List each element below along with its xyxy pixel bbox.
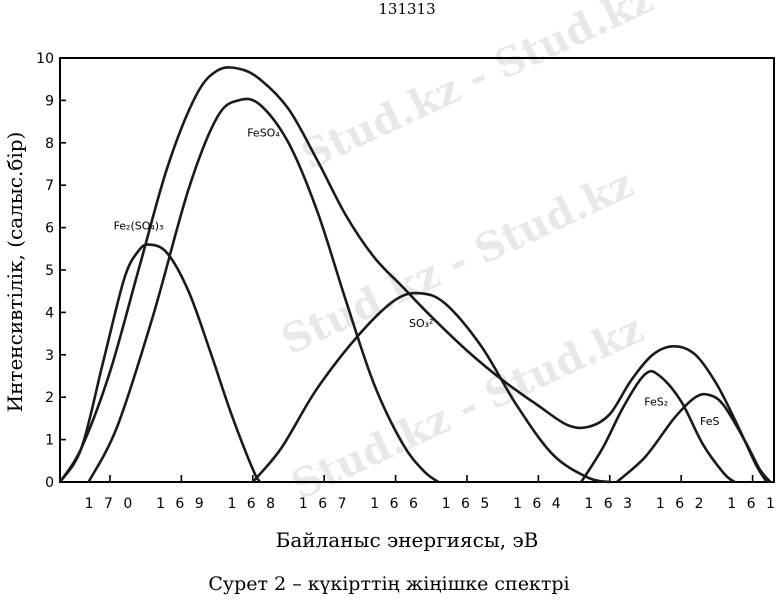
- x-tick-label: 1 6 2: [656, 496, 707, 512]
- x-tick-label: 1 6 7: [299, 496, 350, 512]
- peak-label-fe2so43: Fe₂(SO₄)₃: [114, 220, 164, 233]
- peak-label-fes: FeS: [700, 415, 719, 428]
- y-tick-label: 2: [45, 390, 54, 406]
- peak-label-feso4: FeSO₄: [247, 126, 280, 139]
- y-tick-label: 5: [45, 263, 54, 279]
- y-tick-label: 9: [45, 93, 54, 109]
- y-axis-title: Интенсивтілік, (салыс.бір): [3, 132, 27, 413]
- x-tick-label: 1 6 4: [513, 496, 564, 512]
- figure-caption: Сурет 2 – күкірттің жіңішке спектрі: [208, 573, 569, 595]
- curve-feso4: [87, 97, 440, 484]
- curve-so3: [251, 291, 611, 484]
- curve-envelope: [58, 66, 768, 483]
- curve-fes: [616, 392, 772, 483]
- y-tick-label: 0: [45, 475, 54, 491]
- x-tick-label: 1 6 8: [227, 496, 278, 512]
- peak-label-fes2: FeS₂: [644, 396, 668, 409]
- curve-fe2so43: [58, 243, 262, 483]
- x-tick-label: 1 7 0: [85, 496, 136, 512]
- x-tick-label: 1 6 5: [442, 496, 493, 512]
- y-tick-label: 10: [36, 51, 54, 67]
- x-axis-title: Байланыс энергиясы, эВ: [276, 528, 539, 552]
- y-tick-label: 1: [45, 433, 54, 449]
- y-tick-label: 4: [45, 305, 54, 321]
- x-tick-label: 1 6 1: [727, 496, 778, 512]
- header-text: 131313: [378, 0, 435, 18]
- curve-fes2: [580, 369, 736, 484]
- x-tick-label: 1 6 3: [584, 496, 635, 512]
- peak-label-so3: SO₃²⁻: [409, 317, 439, 330]
- y-tick-label: 6: [45, 221, 54, 237]
- plot-area: 0 1 2 3 4 5 6 7 8 9 10 1 7 0 1 6 9 1 6 8 1 6 7 1 6 6 1 6…: [36, 51, 778, 512]
- y-tick-label: 3: [45, 348, 54, 364]
- x-tick-label: 1 6 9: [156, 496, 207, 512]
- y-tick-label: 7: [45, 178, 54, 194]
- watermark-text: Stud.kz - Stud.kz: [294, 0, 660, 179]
- y-tick-label: 8: [45, 136, 54, 152]
- x-tick-label: 1 6 6: [370, 496, 421, 512]
